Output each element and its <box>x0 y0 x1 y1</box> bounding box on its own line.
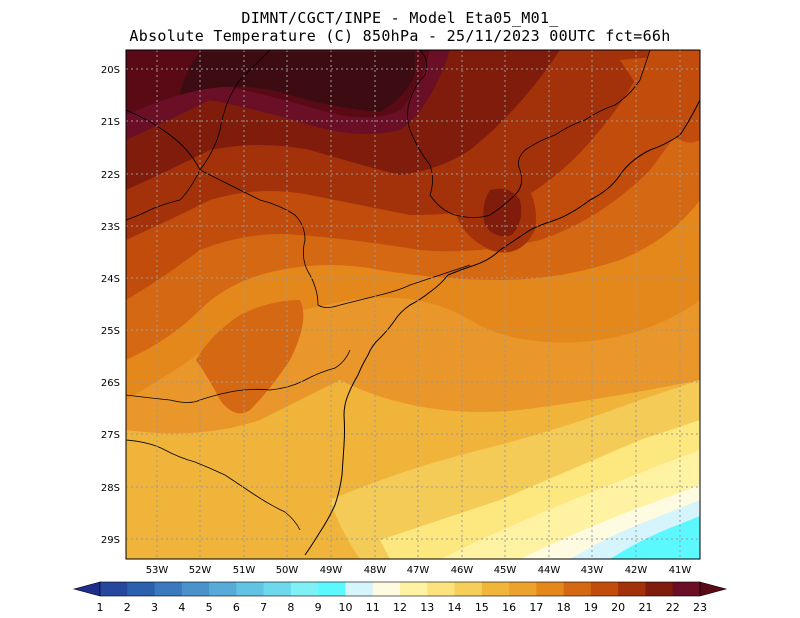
lon-label: 52W <box>189 565 212 576</box>
colorbar-label: 7 <box>260 601 267 614</box>
colorbar-labels: 1 2 3 4 5 6 7 8 9 10 11 12 13 14 15 16 17 18 19 20 21 22 23 <box>97 601 708 614</box>
colorbar-label: 16 <box>502 601 516 614</box>
lon-label: 45W <box>494 565 517 576</box>
colorbar-swatch <box>181 582 210 596</box>
colorbar-label: 18 <box>557 601 571 614</box>
colorbar-upper-arrow <box>699 581 728 597</box>
lon-label: 44W <box>538 565 561 576</box>
colorbar-swatch <box>318 582 346 596</box>
colorbar-swatch <box>427 582 456 596</box>
colorbar-label: 14 <box>448 601 462 614</box>
lat-axis: 20S 21S 22S 23S 24S 25S 26S 27S 28S 29S <box>101 65 120 546</box>
colorbar-label: 5 <box>206 601 213 614</box>
lat-label: 21S <box>101 117 120 128</box>
colorbar-lower-arrow <box>72 581 101 597</box>
colorbar-label: 10 <box>338 601 352 614</box>
colorbar-label: 13 <box>420 601 434 614</box>
lat-label: 23S <box>101 222 120 233</box>
map-title-line2: Absolute Temperature (C) 850hPa - 25/11/… <box>129 27 671 45</box>
lon-label: 49W <box>320 565 343 576</box>
lat-label: 29S <box>101 535 120 546</box>
colorbar-label: 9 <box>315 601 322 614</box>
colorbar-swatch <box>481 582 510 596</box>
colorbar-swatch <box>236 582 265 596</box>
colorbar-swatch <box>372 582 401 596</box>
colorbar-swatch <box>345 582 374 596</box>
colorbar-swatch <box>154 582 183 596</box>
lat-label: 24S <box>101 274 120 285</box>
colorbar-swatch <box>127 582 156 596</box>
colorbar-label: 15 <box>475 601 489 614</box>
colorbar-swatch <box>209 582 237 596</box>
colorbar-label: 2 <box>124 601 131 614</box>
lon-label: 47W <box>407 565 430 576</box>
colorbar-swatch <box>618 582 646 596</box>
lon-label: 51W <box>233 565 256 576</box>
lat-label: 22S <box>101 170 120 181</box>
colorbar-label: 21 <box>638 601 652 614</box>
colorbar-label: 23 <box>693 601 707 614</box>
map-title-line1: DIMNT/CGCT/INPE - Model Eta05_M01_ <box>241 9 559 27</box>
colorbar-label: 20 <box>611 601 625 614</box>
lat-label: 25S <box>101 326 120 337</box>
colorbar-swatch <box>454 582 483 596</box>
colorbar-label: 22 <box>666 601 680 614</box>
lon-label: 41W <box>669 565 692 576</box>
colorbar-swatch <box>645 582 674 596</box>
lon-label: 43W <box>581 565 604 576</box>
lon-label: 42W <box>625 565 648 576</box>
lon-axis: 53W 52W 51W 50W 49W 48W 47W 46W 45W 44W … <box>146 565 692 576</box>
colorbar-label: 12 <box>393 601 407 614</box>
plot-frame <box>125 49 701 560</box>
lat-lon-grid <box>126 50 700 559</box>
lat-label: 28S <box>101 483 120 494</box>
temperature-field <box>126 50 700 559</box>
colorbar-swatch <box>400 582 428 596</box>
colorbar-frame <box>99 581 701 597</box>
colorbar-swatch <box>509 582 537 596</box>
colorbar-swatch <box>672 582 701 596</box>
colorbar-label: 11 <box>366 601 380 614</box>
coastline <box>304 99 700 556</box>
lon-label: 48W <box>364 565 387 576</box>
colorbar-label: 4 <box>178 601 185 614</box>
colorbar-swatch <box>290 582 319 596</box>
colorbar-label: 17 <box>529 601 543 614</box>
colorbar-label: 3 <box>151 601 158 614</box>
lon-label: 46W <box>451 565 474 576</box>
colorbar-swatch <box>536 582 565 596</box>
colorbar-swatch <box>563 582 592 596</box>
colorbar-label: 1 <box>97 601 104 614</box>
colorbar-label: 19 <box>584 601 598 614</box>
colorbar-swatch <box>590 582 619 596</box>
lon-label: 53W <box>146 565 169 576</box>
lat-label: 20S <box>101 65 120 76</box>
colorbar-swatch <box>263 582 292 596</box>
colorbar-label: 6 <box>233 601 240 614</box>
colorbar-swatch <box>100 582 128 596</box>
colorbar <box>72 581 728 597</box>
lon-label: 50W <box>276 565 299 576</box>
state-boundaries <box>126 50 651 531</box>
lat-label: 26S <box>101 378 120 389</box>
colorbar-label: 8 <box>287 601 294 614</box>
lat-label: 27S <box>101 430 120 441</box>
